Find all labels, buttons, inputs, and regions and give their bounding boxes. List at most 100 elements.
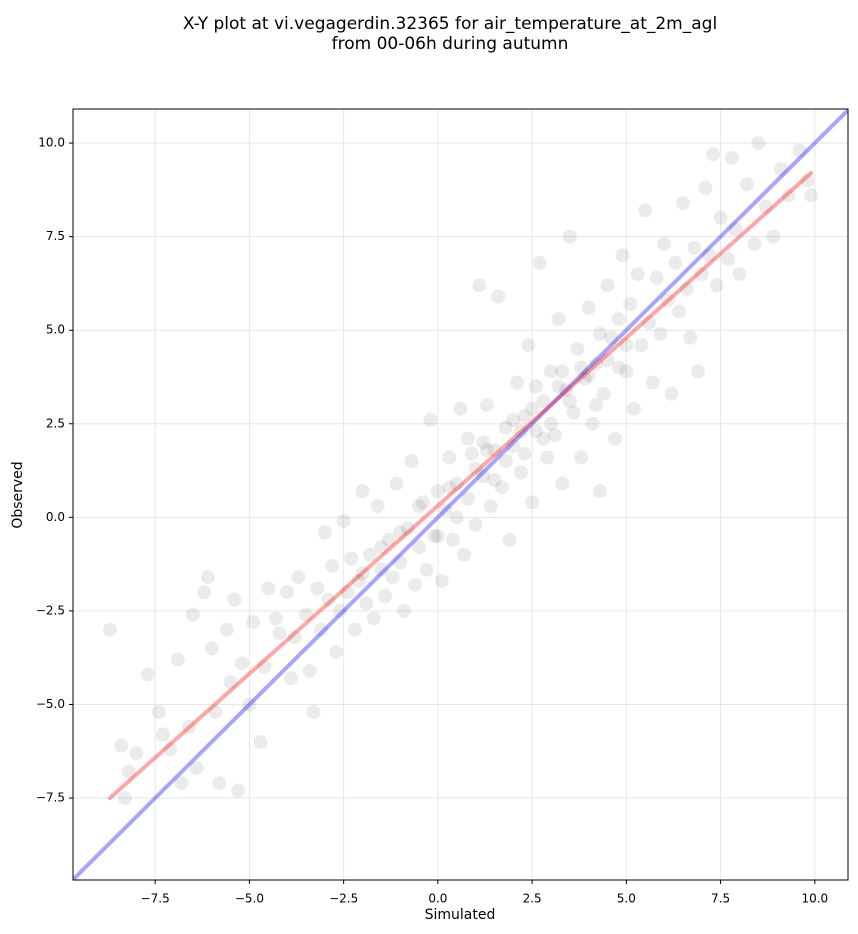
point — [600, 278, 615, 293]
point — [506, 413, 521, 428]
point — [261, 581, 276, 596]
point — [679, 282, 694, 297]
point — [442, 480, 457, 495]
point — [525, 495, 540, 510]
point — [253, 734, 268, 749]
point — [182, 719, 197, 734]
point — [302, 663, 317, 678]
point — [547, 427, 562, 442]
point — [408, 577, 423, 592]
point — [412, 499, 427, 514]
point — [675, 195, 690, 210]
point — [690, 364, 705, 379]
point — [449, 510, 464, 525]
point — [694, 267, 709, 282]
x-tick-label: −5.0 — [235, 892, 264, 906]
point — [706, 147, 721, 162]
point — [494, 480, 509, 495]
point — [415, 495, 430, 510]
y-tick-label: −5.0 — [36, 697, 65, 711]
point — [574, 360, 589, 375]
point — [581, 300, 596, 315]
point — [223, 675, 238, 690]
point — [329, 645, 344, 660]
point — [641, 315, 656, 330]
point — [140, 667, 155, 682]
point — [396, 603, 411, 618]
point — [611, 311, 626, 326]
point — [283, 671, 298, 686]
point — [468, 517, 483, 532]
point — [389, 476, 404, 491]
point — [457, 547, 472, 562]
x-axis-label: Simulated — [425, 907, 496, 923]
point — [713, 210, 728, 225]
point — [378, 588, 393, 603]
point — [604, 330, 619, 345]
point — [197, 585, 212, 600]
x-tick-label: 10.0 — [801, 892, 828, 906]
point — [272, 626, 287, 641]
point — [536, 394, 551, 409]
point — [438, 502, 453, 517]
point — [758, 199, 773, 214]
point — [664, 386, 679, 401]
point — [453, 401, 468, 416]
point — [608, 431, 623, 446]
point — [702, 248, 717, 263]
point — [668, 255, 683, 270]
point — [792, 143, 807, 158]
point — [468, 461, 483, 476]
point — [672, 304, 687, 319]
point — [589, 398, 604, 413]
point — [638, 203, 653, 218]
point — [555, 476, 570, 491]
y-tick-label: −2.5 — [36, 603, 65, 617]
point — [461, 491, 476, 506]
y-tick-label: 10.0 — [38, 136, 65, 150]
x-tick-label: 5.0 — [617, 892, 636, 906]
points — [102, 136, 819, 806]
point — [502, 532, 517, 547]
point — [709, 278, 724, 293]
point — [611, 360, 626, 375]
point — [698, 180, 713, 195]
point — [427, 529, 442, 544]
point — [532, 255, 547, 270]
point — [657, 237, 672, 252]
y-axis-label: Observed — [10, 461, 26, 528]
point — [479, 398, 494, 413]
point — [540, 450, 555, 465]
point — [513, 465, 528, 480]
x-tick-label: −7.5 — [141, 892, 170, 906]
point — [562, 229, 577, 244]
y-tick-label: 7.5 — [46, 229, 65, 243]
point — [280, 585, 295, 600]
point — [385, 570, 400, 585]
point — [600, 353, 615, 368]
point — [340, 585, 355, 600]
point — [102, 622, 117, 637]
point — [298, 607, 313, 622]
point — [728, 222, 743, 237]
point — [129, 746, 144, 761]
point — [325, 558, 340, 573]
point — [525, 401, 540, 416]
x-tick-label: −2.5 — [329, 892, 358, 906]
point — [381, 532, 396, 547]
point — [574, 450, 589, 465]
point — [724, 151, 739, 166]
point — [374, 540, 389, 555]
point — [645, 375, 660, 390]
point — [445, 532, 460, 547]
point — [536, 431, 551, 446]
y-tick-label: 0.0 — [46, 510, 65, 524]
point — [498, 454, 513, 469]
x-tick-label: 2.5 — [523, 892, 542, 906]
point — [577, 371, 592, 386]
point — [366, 611, 381, 626]
point — [370, 499, 385, 514]
point — [476, 435, 491, 450]
point — [430, 529, 445, 544]
